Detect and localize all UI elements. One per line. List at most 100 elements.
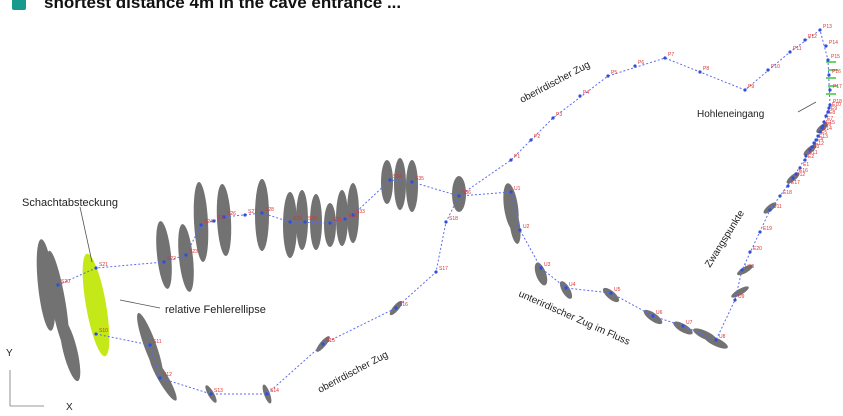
traverse-lines bbox=[57, 29, 831, 395]
error-ellipse bbox=[406, 160, 418, 212]
station-point bbox=[698, 70, 702, 74]
header: shortest distance 4m in the cave entranc… bbox=[0, 0, 843, 16]
error-ellipse bbox=[704, 335, 728, 349]
station-point bbox=[826, 110, 830, 114]
station-point bbox=[222, 215, 226, 219]
error-ellipse bbox=[149, 355, 177, 401]
station-label: S33 bbox=[356, 209, 365, 215]
station-point bbox=[410, 180, 414, 184]
station-point bbox=[529, 138, 533, 142]
station-label: E20 bbox=[753, 246, 762, 252]
station-label: P8 bbox=[703, 66, 709, 72]
station-label: S25 bbox=[217, 215, 226, 221]
station-point bbox=[199, 223, 203, 227]
error-ellipse bbox=[602, 287, 620, 303]
station-point bbox=[818, 28, 822, 32]
station-label: S24 bbox=[204, 219, 213, 225]
station-label: S17 bbox=[439, 266, 448, 272]
error-ellipse bbox=[737, 264, 753, 276]
error-ellipse bbox=[156, 221, 172, 289]
station-label: S21 bbox=[99, 262, 108, 268]
station-label: S36 bbox=[462, 190, 471, 196]
error-ellipse bbox=[763, 202, 777, 214]
station-point bbox=[288, 220, 292, 224]
station-point bbox=[209, 392, 213, 396]
station-label: E19 bbox=[763, 226, 772, 232]
station-label: S31 bbox=[333, 217, 342, 223]
station-label: S34 bbox=[393, 174, 402, 180]
station-label: S26 bbox=[227, 211, 236, 217]
station-label: S10 bbox=[99, 328, 108, 334]
error-ellipse bbox=[381, 160, 393, 204]
station-point bbox=[539, 266, 543, 270]
station-label: P13 bbox=[823, 24, 832, 30]
station-point bbox=[609, 291, 613, 295]
station-point bbox=[303, 220, 307, 224]
axis-indicator bbox=[9, 370, 44, 407]
station-point bbox=[509, 158, 513, 162]
station-label: U2 bbox=[523, 224, 530, 230]
label-zug-upper-right: oberirdischer Zug bbox=[518, 59, 592, 105]
station-point bbox=[651, 314, 655, 318]
station-label: E13 bbox=[819, 134, 828, 140]
station-label: S35 bbox=[415, 176, 424, 182]
station-point bbox=[803, 158, 807, 162]
station-point bbox=[812, 141, 816, 145]
station-label: U4 bbox=[569, 282, 576, 288]
label-hoehleneingang: Hohleneingang bbox=[697, 109, 764, 120]
error-ellipse bbox=[178, 224, 194, 292]
station-label: P4 bbox=[583, 90, 589, 96]
station-point bbox=[818, 130, 822, 134]
error-ellipse bbox=[559, 281, 573, 299]
entrance-marks bbox=[826, 61, 838, 95]
station-label: P10 bbox=[771, 64, 780, 70]
station-label: P14 bbox=[829, 40, 838, 46]
station-point bbox=[824, 114, 828, 118]
station-point bbox=[714, 338, 718, 342]
station-label: U8 bbox=[719, 334, 726, 340]
station-point bbox=[148, 343, 152, 347]
station-point bbox=[457, 194, 461, 198]
station-point bbox=[824, 44, 828, 48]
label-zug-lower-left: oberirdischer Zug bbox=[316, 349, 390, 395]
station-point bbox=[786, 184, 790, 188]
axis-y-label: Y bbox=[6, 348, 13, 359]
station-label: S30 bbox=[308, 216, 317, 222]
station-point bbox=[810, 145, 814, 149]
station-label: P1 bbox=[514, 154, 520, 160]
station-point bbox=[743, 88, 747, 92]
station-label: U3 bbox=[544, 262, 551, 268]
station-point bbox=[758, 230, 762, 234]
station-point bbox=[162, 260, 166, 264]
station-point bbox=[328, 221, 332, 225]
error-ellipse bbox=[283, 192, 297, 258]
station-label: P11 bbox=[793, 46, 802, 52]
station-label: E7 bbox=[827, 116, 833, 122]
error-ellipse bbox=[673, 321, 693, 335]
station-point bbox=[56, 283, 60, 287]
error-ellipse bbox=[509, 208, 521, 244]
bullet-icon bbox=[12, 0, 26, 10]
station-label: U11 bbox=[773, 204, 782, 210]
station-label: E1 bbox=[803, 162, 809, 168]
station-label: E11 bbox=[809, 150, 818, 156]
station-label: S11 bbox=[153, 339, 162, 345]
station-label: P6 bbox=[638, 60, 644, 66]
station-point bbox=[804, 154, 808, 158]
station-point bbox=[821, 124, 825, 128]
station-point bbox=[788, 50, 792, 54]
error-ellipse bbox=[731, 286, 749, 298]
station-label: E6 bbox=[825, 122, 831, 128]
error-ellipse bbox=[336, 190, 348, 246]
station-point bbox=[768, 208, 772, 212]
stations: S20S21S22S23S24S25S26S27S28S29S30S31S32S… bbox=[56, 24, 842, 396]
station-label: U12 bbox=[796, 172, 805, 178]
station-point bbox=[564, 286, 568, 290]
page-title: shortest distance 4m in the cave entranc… bbox=[44, 0, 402, 12]
station-point bbox=[343, 217, 347, 221]
station-point bbox=[766, 68, 770, 72]
station-point bbox=[778, 194, 782, 198]
station-point bbox=[518, 228, 522, 232]
station-label: E17 bbox=[791, 180, 800, 186]
upper-right-traverse bbox=[458, 29, 831, 197]
